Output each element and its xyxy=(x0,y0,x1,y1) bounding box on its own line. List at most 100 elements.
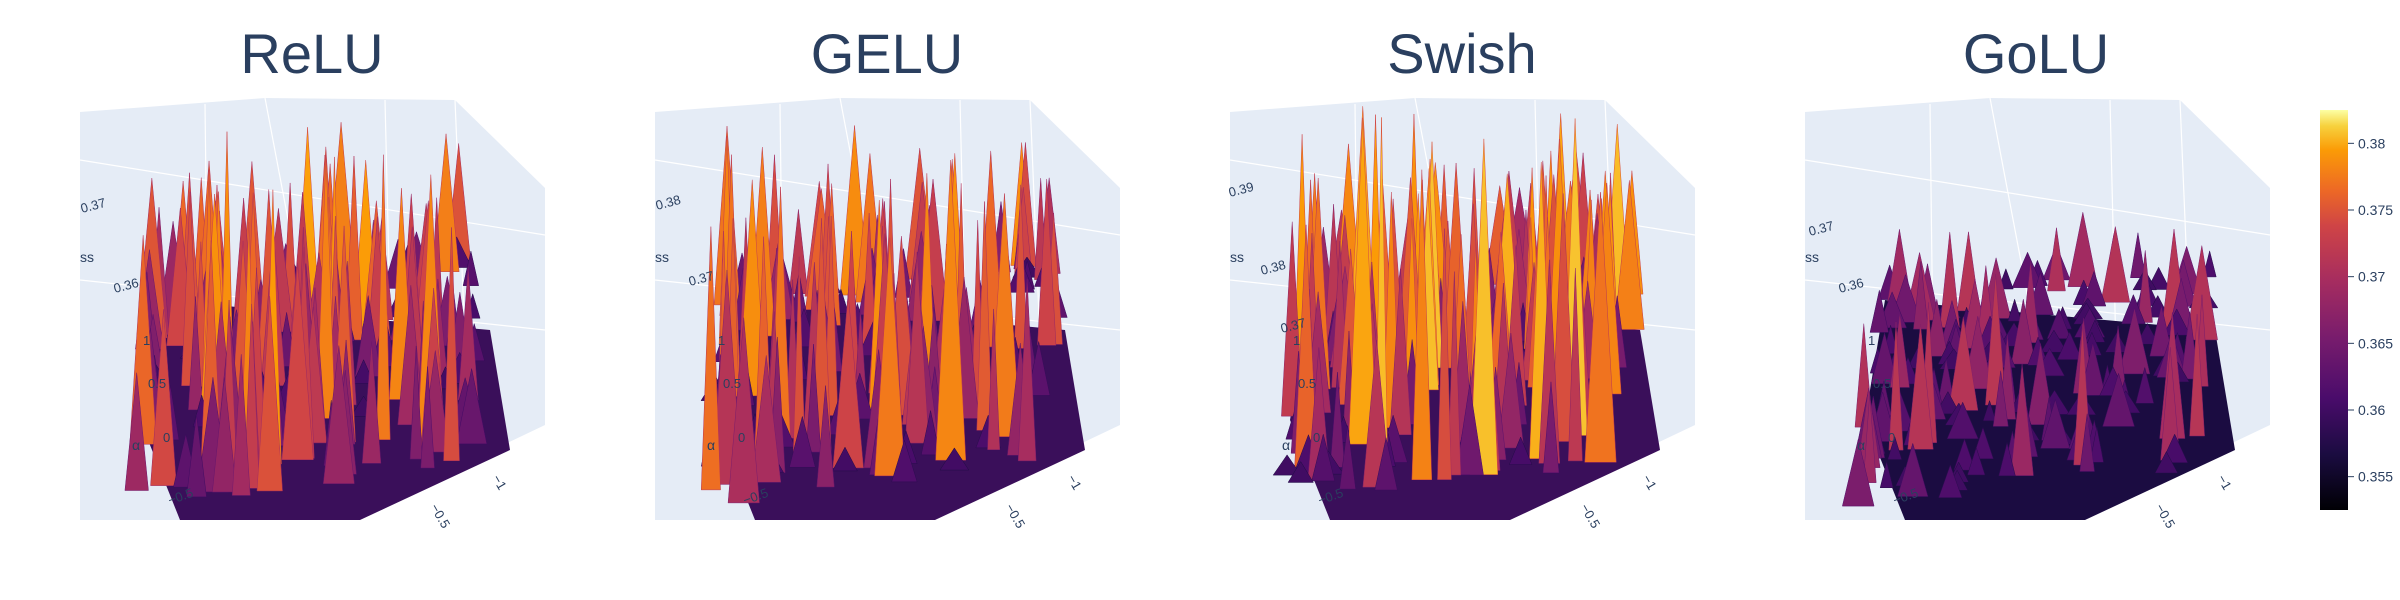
y-tick: 1 xyxy=(1868,333,1875,348)
colorbar-tick-label: 0.36 xyxy=(2358,402,2385,418)
z-tick: 0.37 xyxy=(687,268,715,289)
surface-spike xyxy=(2089,426,2104,463)
surface-spike xyxy=(1411,169,1433,480)
surface-spike xyxy=(1967,446,1986,476)
surface-spike xyxy=(1972,426,1994,460)
surface-spike xyxy=(443,227,460,461)
y-tick: 0.5 xyxy=(723,376,741,391)
z-tick: 0.38 xyxy=(1259,257,1287,278)
surface-spike xyxy=(1437,228,1452,480)
y-tick: 1 xyxy=(718,333,725,348)
surface-spike xyxy=(2189,314,2205,437)
x-tick: −0.5 xyxy=(427,501,453,531)
surface-spike xyxy=(1455,384,1484,476)
y-axis-title: α xyxy=(132,437,140,453)
surface-spike xyxy=(1447,271,1462,476)
surface-spike xyxy=(1017,278,1037,462)
y-axis-title: α xyxy=(1857,437,1865,453)
surface-spike xyxy=(987,308,1001,450)
surface-spike xyxy=(1925,299,1949,357)
surface-spike xyxy=(124,372,149,491)
surface-spike xyxy=(1953,438,1976,471)
surface-spike xyxy=(2057,331,2083,360)
surface-spike xyxy=(2130,232,2146,278)
surface-spike xyxy=(2010,363,2034,476)
surface-spike xyxy=(1614,180,1645,330)
surface-spike xyxy=(1907,324,1934,450)
surface-panel-swish: 0.37 0.38 0.39 ss −0.5 0 0.5 1 α −0.5 −1 xyxy=(1227,97,1696,531)
surface-spike xyxy=(420,366,435,469)
surface-spike xyxy=(1389,269,1412,435)
surface-spike xyxy=(2118,307,2151,375)
surface-spike xyxy=(432,133,460,272)
panel-title-swish: Swish xyxy=(1387,22,1537,85)
surface-spike xyxy=(1879,461,1894,488)
panel-title-golu: GoLU xyxy=(1962,22,2110,85)
colorbar-tick-label: 0.355 xyxy=(2358,469,2393,485)
surface-spike xyxy=(2146,294,2170,318)
surface-spike xyxy=(700,226,721,491)
surface-spike xyxy=(1348,117,1378,445)
surface-spike xyxy=(1542,381,1560,474)
colorbar-tick-label: 0.375 xyxy=(2358,202,2393,218)
surface-spike xyxy=(1938,464,1963,498)
surface-spike xyxy=(1992,370,2009,427)
surface-spike xyxy=(891,439,918,483)
y-axis-title: α xyxy=(707,437,715,453)
surface-spike xyxy=(1027,341,1051,396)
colorbar-tick-label: 0.37 xyxy=(2358,269,2385,285)
y-axis-title: α xyxy=(1282,437,1290,453)
surface-panel-relu: 0.36 0.37 ss −0.5 0 0.5 1 α −0.5 −1 xyxy=(79,97,546,531)
surface-spikes xyxy=(700,125,1085,520)
z-tick: 0.37 xyxy=(1279,315,1307,336)
surface-spikes xyxy=(1842,212,2235,520)
x-tick: −0.5 xyxy=(2152,501,2178,531)
surface-spike xyxy=(1897,442,1929,497)
z-tick: 0.38 xyxy=(654,192,682,213)
surface-spike xyxy=(1869,290,1889,333)
surface-spike xyxy=(2027,343,2054,425)
y-tick: 0.5 xyxy=(148,376,166,391)
y-tick: 0 xyxy=(738,430,745,445)
surface-spike xyxy=(376,154,391,440)
surface-spike xyxy=(2011,251,2044,288)
y-tick: 0 xyxy=(1888,430,1895,445)
x-tick: −0.5 xyxy=(1002,501,1028,531)
x-tick: −0.5 xyxy=(1577,501,1603,531)
surface-spike xyxy=(2137,250,2153,323)
surface-spike xyxy=(816,385,835,488)
y-tick: 0 xyxy=(1313,430,1320,445)
surface-spike xyxy=(1497,333,1525,449)
x-tick: −1 xyxy=(1639,472,1659,492)
z-tick: 0.37 xyxy=(1807,218,1835,239)
surface-spike xyxy=(874,237,906,477)
surface-spike xyxy=(2100,226,2131,303)
surface-spike xyxy=(904,252,930,444)
surface-spike xyxy=(150,309,177,486)
surface-spike xyxy=(1469,138,1499,475)
surface-spike xyxy=(243,303,260,489)
surface-spike xyxy=(186,414,207,498)
surface-spike xyxy=(2135,367,2155,404)
x-tick: −1 xyxy=(2214,472,2234,492)
surface-panel-golu: 0.36 0.37 ss −0.5 0 0.5 1 α −0.5 −1 xyxy=(1804,97,2271,531)
colorbar: 0.355 0.36 0.365 0.37 0.375 0.38 xyxy=(2320,110,2393,510)
surface-spike xyxy=(2010,299,2036,365)
z-axis-title: ss xyxy=(1805,249,1819,265)
surface-spike xyxy=(805,344,822,453)
surface-spike xyxy=(1998,442,2016,477)
z-tick: 0.39 xyxy=(1227,179,1255,200)
surface-spike xyxy=(2149,305,2174,357)
z-tick: 0.37 xyxy=(79,195,107,216)
surface-spike xyxy=(462,250,479,286)
y-tick: 0.5 xyxy=(1298,376,1316,391)
z-tick: 0.36 xyxy=(1837,275,1865,296)
surface-spike xyxy=(2047,227,2066,292)
surface-spike xyxy=(920,410,941,456)
surface-spike xyxy=(939,447,970,471)
surface-spike xyxy=(2040,398,2071,449)
surface-spike xyxy=(1339,425,1356,490)
surface-spike xyxy=(361,341,382,464)
surface-spike xyxy=(2007,298,2022,322)
